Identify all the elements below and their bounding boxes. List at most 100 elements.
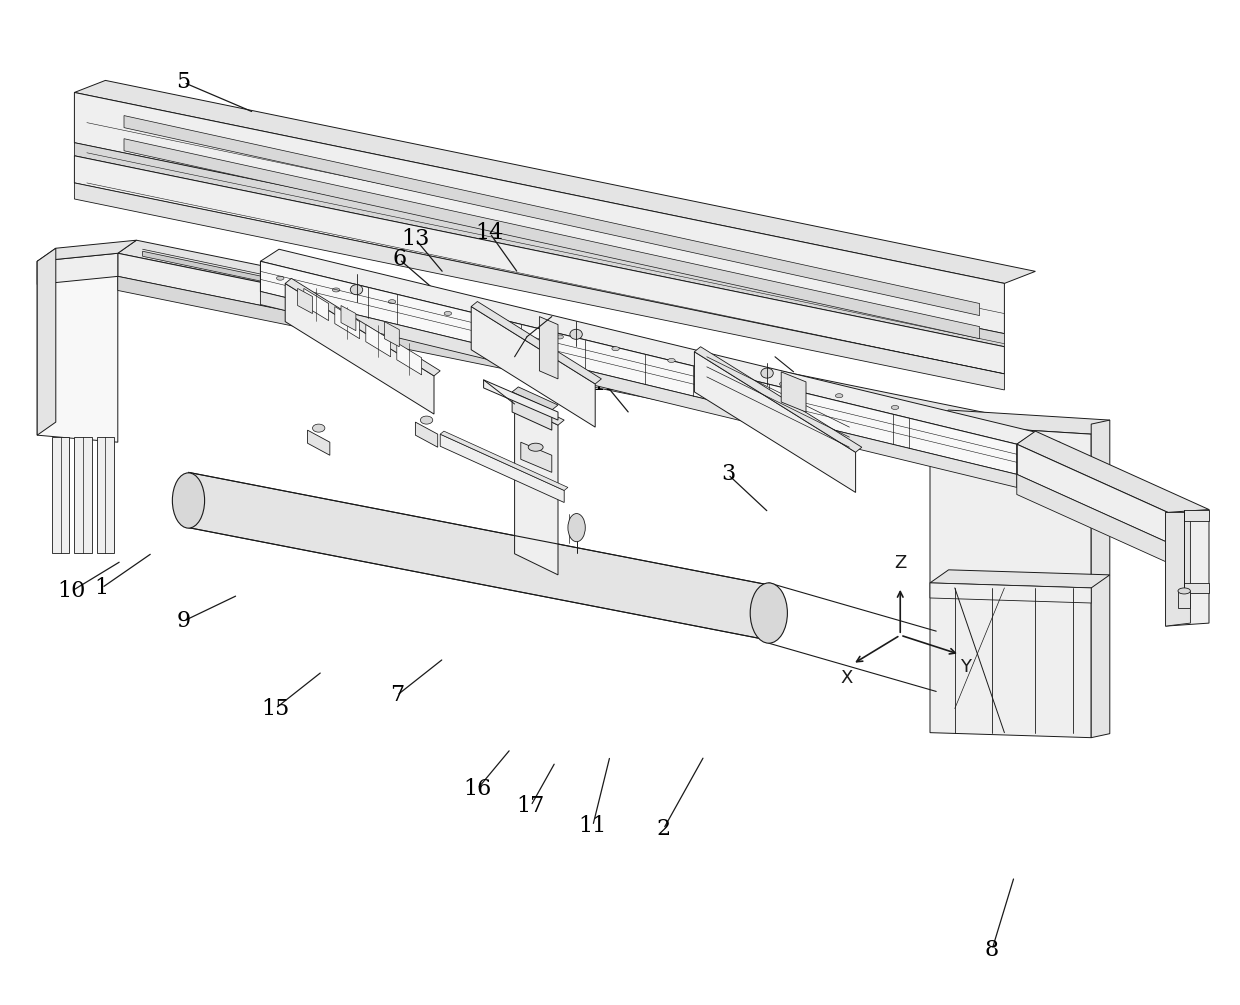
Text: Z: Z xyxy=(894,554,906,572)
Ellipse shape xyxy=(312,424,325,432)
Polygon shape xyxy=(118,276,1073,484)
Polygon shape xyxy=(118,253,1073,470)
Polygon shape xyxy=(930,432,1091,738)
Polygon shape xyxy=(188,472,769,640)
Polygon shape xyxy=(440,431,568,490)
Ellipse shape xyxy=(528,443,543,451)
Polygon shape xyxy=(37,253,118,284)
Polygon shape xyxy=(124,116,980,316)
Text: 5: 5 xyxy=(176,71,191,93)
Ellipse shape xyxy=(420,416,433,424)
Polygon shape xyxy=(1184,510,1209,521)
Ellipse shape xyxy=(761,368,774,378)
Polygon shape xyxy=(74,143,1004,347)
Polygon shape xyxy=(1091,420,1110,738)
Ellipse shape xyxy=(444,312,451,316)
Text: Y: Y xyxy=(960,658,971,676)
Polygon shape xyxy=(515,404,558,575)
Polygon shape xyxy=(521,442,552,472)
Polygon shape xyxy=(308,430,330,455)
Polygon shape xyxy=(74,156,1004,374)
Polygon shape xyxy=(285,283,434,414)
Ellipse shape xyxy=(668,359,676,363)
Polygon shape xyxy=(397,343,422,375)
Text: 10: 10 xyxy=(58,580,86,602)
Polygon shape xyxy=(298,288,312,314)
Polygon shape xyxy=(539,317,558,379)
Ellipse shape xyxy=(780,382,787,386)
Ellipse shape xyxy=(277,276,284,280)
Polygon shape xyxy=(97,437,114,553)
Text: 9: 9 xyxy=(176,610,191,632)
Polygon shape xyxy=(74,437,92,553)
Polygon shape xyxy=(37,248,56,435)
Polygon shape xyxy=(1184,583,1209,593)
Text: 14: 14 xyxy=(476,222,503,244)
Polygon shape xyxy=(1017,444,1190,553)
Polygon shape xyxy=(285,278,440,376)
Polygon shape xyxy=(781,372,806,412)
Polygon shape xyxy=(415,422,438,447)
Ellipse shape xyxy=(750,583,787,643)
Polygon shape xyxy=(124,139,980,339)
Polygon shape xyxy=(74,92,1004,334)
Polygon shape xyxy=(260,249,1035,444)
Polygon shape xyxy=(440,434,564,502)
Polygon shape xyxy=(74,183,1004,390)
Text: 11: 11 xyxy=(579,815,606,837)
Polygon shape xyxy=(304,288,329,321)
Ellipse shape xyxy=(611,347,619,351)
Polygon shape xyxy=(74,80,1035,283)
Ellipse shape xyxy=(570,330,583,340)
Polygon shape xyxy=(341,306,356,331)
Text: 13: 13 xyxy=(402,228,429,250)
Ellipse shape xyxy=(350,284,362,294)
Polygon shape xyxy=(930,410,1110,434)
Text: 2: 2 xyxy=(656,818,671,840)
Polygon shape xyxy=(260,261,1017,474)
Ellipse shape xyxy=(500,324,507,328)
Polygon shape xyxy=(515,399,564,425)
Polygon shape xyxy=(260,291,1017,487)
Text: 17: 17 xyxy=(517,795,544,817)
Polygon shape xyxy=(52,437,69,553)
Polygon shape xyxy=(930,424,1091,464)
Polygon shape xyxy=(930,570,1110,588)
Polygon shape xyxy=(694,347,862,452)
Ellipse shape xyxy=(836,394,843,398)
Polygon shape xyxy=(37,261,118,442)
Ellipse shape xyxy=(1178,588,1190,594)
Polygon shape xyxy=(1017,431,1209,523)
Polygon shape xyxy=(512,387,558,410)
Text: 3: 3 xyxy=(720,463,735,485)
Text: 12: 12 xyxy=(591,373,619,395)
Polygon shape xyxy=(366,325,391,357)
Polygon shape xyxy=(471,302,601,384)
Ellipse shape xyxy=(556,335,563,339)
Text: 7: 7 xyxy=(389,684,404,707)
Polygon shape xyxy=(471,307,595,427)
Text: X: X xyxy=(841,669,853,687)
Ellipse shape xyxy=(388,299,396,304)
Polygon shape xyxy=(118,240,1091,447)
Polygon shape xyxy=(384,322,399,347)
Polygon shape xyxy=(143,251,1060,449)
Polygon shape xyxy=(1166,513,1190,626)
Ellipse shape xyxy=(332,287,340,291)
Text: 16: 16 xyxy=(464,778,491,800)
Polygon shape xyxy=(512,392,552,430)
Text: 6: 6 xyxy=(392,248,407,270)
Polygon shape xyxy=(930,583,1091,603)
Polygon shape xyxy=(37,240,136,261)
Polygon shape xyxy=(335,307,360,339)
Text: 4: 4 xyxy=(1173,540,1188,562)
Ellipse shape xyxy=(724,370,732,374)
Ellipse shape xyxy=(892,405,899,409)
Text: 8: 8 xyxy=(985,939,999,961)
Polygon shape xyxy=(484,380,558,420)
Ellipse shape xyxy=(172,473,205,529)
Text: 1: 1 xyxy=(94,577,109,599)
Ellipse shape xyxy=(568,514,585,542)
Polygon shape xyxy=(694,352,856,492)
Polygon shape xyxy=(1017,474,1190,573)
